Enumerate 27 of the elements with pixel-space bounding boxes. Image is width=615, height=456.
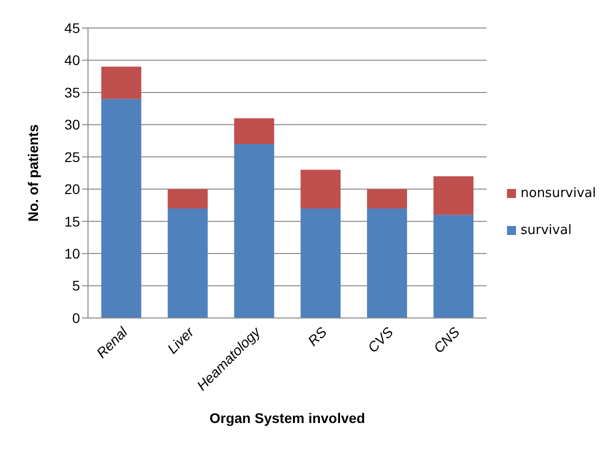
bar — [433, 214, 474, 318]
y-tick-label: 45 — [64, 20, 80, 36]
bar — [101, 98, 142, 318]
y-tick-label: 25 — [64, 148, 80, 165]
bar — [101, 66, 142, 99]
bar — [367, 208, 408, 318]
legend-label: nonsurvival — [520, 186, 596, 201]
x-tick-label: RS — [304, 323, 330, 349]
y-tick-label: 15 — [64, 213, 80, 230]
bar — [168, 189, 208, 208]
y-axis-title: No. of patients — [24, 124, 41, 222]
y-tick-label: 35 — [64, 84, 80, 100]
bar — [168, 208, 208, 318]
y-tick-label: 10 — [64, 246, 80, 262]
y-tick-label: 40 — [64, 52, 80, 68]
y-tick-label: 5 — [72, 278, 80, 294]
legend-label: survival — [520, 223, 572, 238]
bar — [234, 118, 274, 144]
y-tick-label: 30 — [64, 116, 80, 133]
bar — [367, 189, 408, 208]
bar — [300, 208, 341, 318]
bar — [300, 170, 341, 208]
bar — [234, 144, 274, 318]
y-tick-label: 0 — [72, 310, 80, 326]
x-axis-title: Organ System involved — [210, 410, 366, 426]
bar — [433, 176, 474, 215]
y-tick-label: 20 — [64, 181, 80, 198]
